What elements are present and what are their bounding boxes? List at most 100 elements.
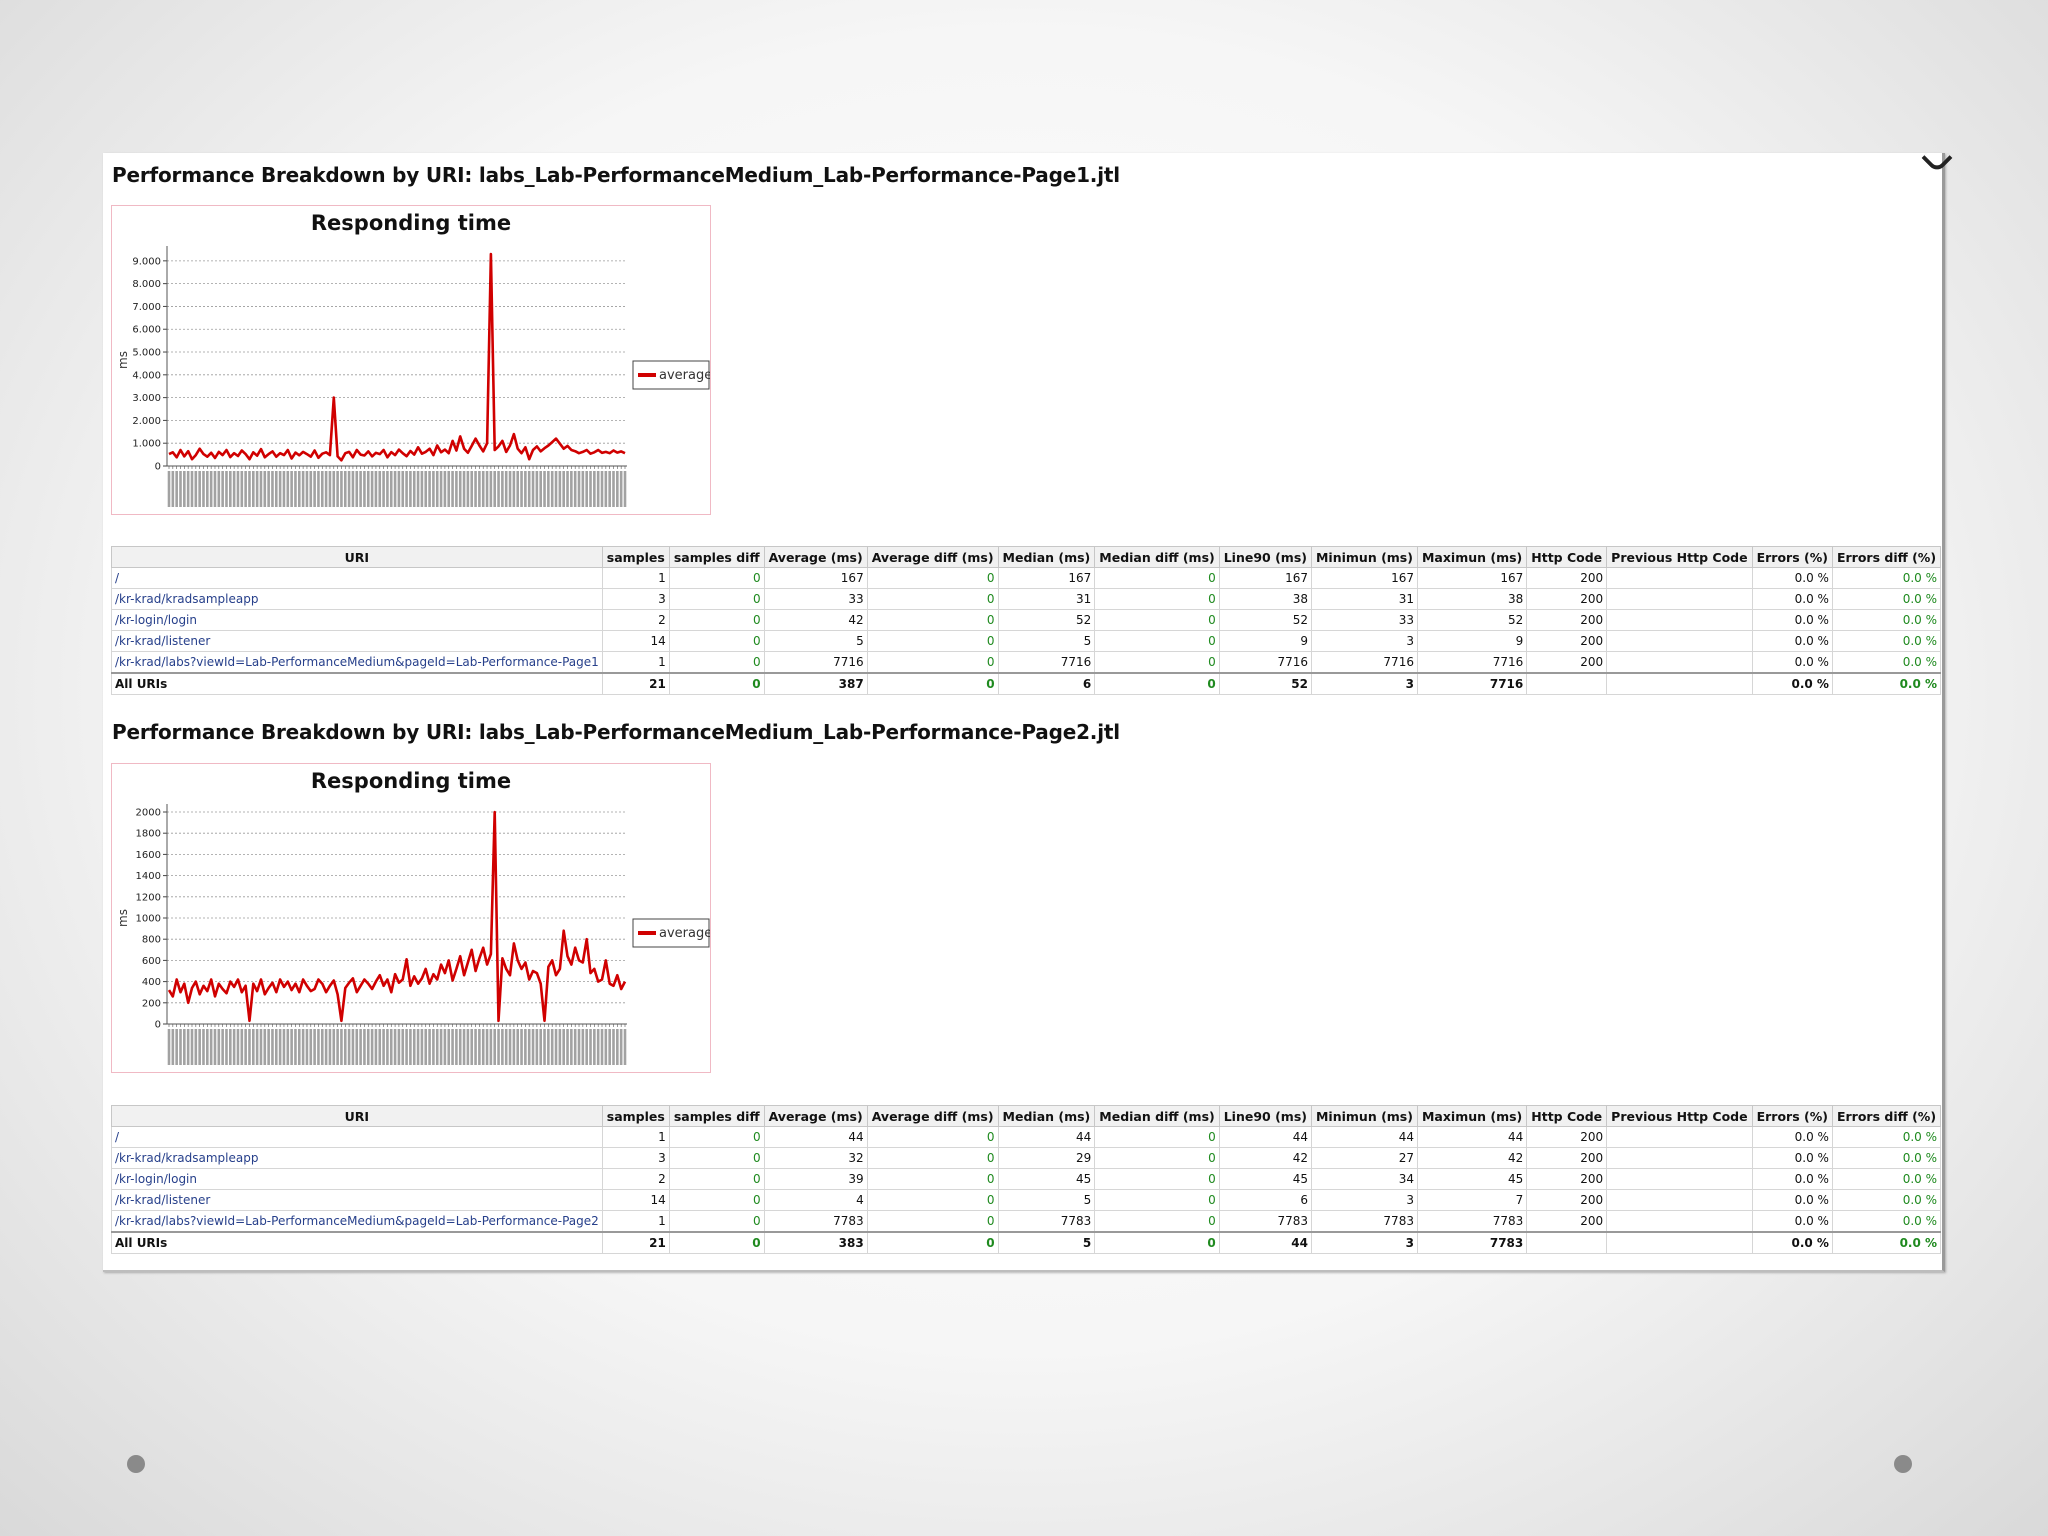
- table-row: /kr-login/login 2 0 39 0 45 0 45 34 45 200 0.0 % 0.0…: [111, 1168, 1942, 1190]
- column-header[interactable]: Http Code: [1526, 1105, 1608, 1127]
- table-cell: 1: [601, 567, 670, 589]
- x-tick-label: [286, 1029, 290, 1065]
- uri-link[interactable]: /kr-login/login: [111, 609, 603, 631]
- table-cell: 0: [866, 1168, 999, 1190]
- table-cell: 33: [1310, 609, 1418, 631]
- table-cell: 0: [1094, 1231, 1220, 1254]
- x-tick-label: [225, 1029, 228, 1065]
- x-tick-label: [554, 1029, 558, 1065]
- x-tick-label: [328, 471, 332, 507]
- column-header[interactable]: Line90 (ms): [1218, 1105, 1312, 1127]
- uri-link[interactable]: /kr-krad/labs?viewId=Lab-PerformanceMedi…: [111, 651, 603, 674]
- column-header[interactable]: Median (ms): [997, 546, 1096, 568]
- table-cell: 0.0 %: [1751, 1231, 1833, 1254]
- legend-label: average: [659, 368, 710, 383]
- x-tick-label: [282, 471, 286, 507]
- column-header[interactable]: Previous Http Code: [1606, 546, 1753, 568]
- table-cell: 0: [1094, 1126, 1220, 1148]
- table-cell: 0: [1094, 1210, 1220, 1233]
- table-cell: 44: [1416, 1126, 1528, 1148]
- table-cell: 6: [1218, 1189, 1312, 1211]
- column-header[interactable]: Errors diff (%): [1831, 546, 1942, 568]
- series-line-average: [168, 252, 626, 462]
- x-tick-label: [313, 1029, 316, 1065]
- x-tick-label: [512, 471, 516, 507]
- column-header[interactable]: Previous Http Code: [1606, 1105, 1753, 1127]
- uri-link[interactable]: /: [111, 567, 603, 589]
- table-cell: 7716: [1310, 651, 1418, 674]
- column-header[interactable]: Average diff (ms): [866, 1105, 999, 1127]
- x-tick-label: [209, 471, 213, 507]
- uri-link[interactable]: /kr-krad/listener: [111, 1189, 603, 1211]
- chart-title: Responding time: [311, 211, 511, 235]
- table-cell: 387: [763, 672, 868, 695]
- column-header[interactable]: Minimun (ms): [1310, 1105, 1418, 1127]
- x-tick-label: [508, 1029, 512, 1065]
- column-header[interactable]: Median diff (ms): [1094, 1105, 1220, 1127]
- column-header[interactable]: Median diff (ms): [1094, 546, 1220, 568]
- column-header[interactable]: Minimun (ms): [1310, 546, 1418, 568]
- table-cell: [1606, 588, 1753, 610]
- column-header[interactable]: Median (ms): [997, 1105, 1096, 1127]
- x-tick-label: [455, 1029, 458, 1065]
- column-header[interactable]: Average (ms): [763, 546, 868, 568]
- uri-link[interactable]: /kr-login/login: [111, 1168, 603, 1190]
- x-tick-label: [263, 471, 267, 507]
- y-tick-label: 1200: [136, 892, 161, 903]
- x-tick-label: [294, 471, 297, 507]
- x-tick-label: [297, 1029, 301, 1065]
- x-tick-label: [183, 471, 186, 507]
- table-cell: 200: [1526, 1126, 1608, 1148]
- table-cell: [1606, 1231, 1753, 1254]
- table-cell: 0: [1094, 1189, 1220, 1211]
- x-tick-label: [186, 1029, 190, 1065]
- column-header[interactable]: Errors (%): [1751, 546, 1833, 568]
- table-cell: 0: [866, 651, 999, 674]
- column-header[interactable]: samples diff: [668, 1105, 765, 1127]
- table-cell: 167: [763, 567, 868, 589]
- x-tick-label: [190, 1029, 194, 1065]
- chart-svg-page2: Responding time ms 0 200 400 600 800 1000 1200 14…: [116, 769, 710, 1065]
- table-cell: 0: [866, 567, 999, 589]
- column-header[interactable]: Maximun (ms): [1416, 546, 1528, 568]
- table-cell: 2: [601, 609, 670, 631]
- legend: average: [632, 918, 710, 948]
- column-header[interactable]: samples: [601, 1105, 670, 1127]
- x-tick-label: [612, 1029, 615, 1065]
- table-cell: 0: [1094, 609, 1220, 631]
- table-cell: 200: [1526, 609, 1608, 631]
- x-tick-label: [462, 471, 466, 507]
- column-header[interactable]: URI: [111, 546, 603, 568]
- table-cell: 0.0 %: [1831, 1231, 1942, 1254]
- table-cell: 0.0 %: [1751, 630, 1833, 652]
- uri-link[interactable]: /: [111, 1126, 603, 1148]
- uri-link[interactable]: /kr-krad/labs?viewId=Lab-PerformanceMedi…: [111, 1210, 603, 1233]
- table-cell: 27: [1310, 1147, 1418, 1169]
- x-tick-label: [282, 1029, 286, 1065]
- column-header[interactable]: Http Code: [1526, 546, 1608, 568]
- legend-label: average: [659, 926, 710, 941]
- column-header[interactable]: Errors (%): [1751, 1105, 1833, 1127]
- y-tick-label: 1000: [136, 914, 161, 925]
- column-header[interactable]: URI: [111, 1105, 603, 1127]
- table-cell: 0.0 %: [1831, 1210, 1942, 1233]
- column-header[interactable]: Maximun (ms): [1416, 1105, 1528, 1127]
- column-header[interactable]: Line90 (ms): [1218, 546, 1312, 568]
- uri-link[interactable]: /kr-krad/kradsampleapp: [111, 1147, 603, 1169]
- x-tick-label: [244, 1029, 247, 1065]
- corner-decoration: [1921, 142, 1953, 174]
- table-cell: 42: [1218, 1147, 1312, 1169]
- x-tick-label: [363, 1029, 366, 1065]
- column-header[interactable]: samples: [601, 546, 670, 568]
- column-header[interactable]: Average (ms): [763, 1105, 868, 1127]
- uri-link[interactable]: /kr-krad/kradsampleapp: [111, 588, 603, 610]
- column-header[interactable]: Average diff (ms): [866, 546, 999, 568]
- uri-link[interactable]: /kr-krad/listener: [111, 630, 603, 652]
- table-cell: 44: [1218, 1126, 1312, 1148]
- column-header[interactable]: Errors diff (%): [1831, 1105, 1942, 1127]
- y-tick-label: 8.000: [132, 279, 161, 290]
- table-cell: 14: [601, 1189, 670, 1211]
- column-header[interactable]: samples diff: [668, 546, 765, 568]
- y-tick-label: 3.000: [132, 393, 161, 404]
- table-cell: 0.0 %: [1831, 672, 1942, 695]
